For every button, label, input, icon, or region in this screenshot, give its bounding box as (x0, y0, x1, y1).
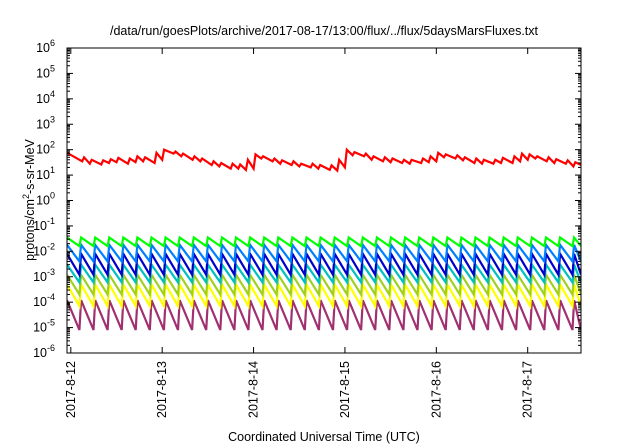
y-tick-exponent: 1 (50, 165, 55, 175)
y-axis: 10-610-510-410-310-210-11001011021031041… (33, 38, 581, 360)
y-tick-label: 100 (36, 191, 55, 208)
y-tick-base: 10 (33, 346, 47, 360)
y-tick-label: 10-2 (33, 241, 55, 258)
x-tick-label: 2017-8-17 (521, 361, 535, 418)
y-tick-base: 10 (33, 321, 47, 335)
y-tick-label: 104 (36, 89, 55, 106)
series-line-5 (67, 261, 581, 286)
series-line-1 (67, 147, 581, 173)
y-tick-label: 101 (36, 165, 55, 182)
y-tick-exponent: -1 (47, 216, 55, 226)
y-tick-exponent: 5 (50, 63, 55, 73)
y-tick-label: 102 (36, 140, 55, 157)
y-tick-base: 10 (36, 168, 50, 182)
y-axis-label-post: -s-sr-MeV (23, 138, 37, 194)
y-tick-label: 10-4 (33, 292, 55, 309)
x-tick-label: 2017-8-12 (64, 361, 78, 418)
y-tick-exponent: 2 (50, 140, 55, 150)
y-tick-label: 106 (36, 38, 55, 55)
series-line-3 (67, 241, 581, 265)
y-tick-base: 10 (36, 92, 50, 106)
y-tick-label: 10-3 (33, 267, 55, 284)
chart-title: /data/run/goesPlots/archive/2017-08-17/1… (110, 24, 539, 38)
x-tick-label: 2017-8-14 (247, 361, 261, 418)
x-tick-label: 2017-8-16 (429, 361, 443, 418)
y-tick-base: 10 (33, 219, 47, 233)
y-tick-label: 105 (36, 63, 55, 80)
x-tick-label: 2017-8-13 (155, 361, 169, 418)
series-line-7 (67, 280, 581, 310)
y-tick-exponent: -4 (47, 292, 55, 302)
y-axis-label-sup: 2 (21, 194, 31, 199)
y-tick-base: 10 (33, 244, 47, 258)
series-line-8 (67, 299, 581, 331)
y-tick-base: 10 (36, 117, 50, 131)
y-tick-base: 10 (33, 295, 47, 309)
y-tick-exponent: 0 (50, 191, 55, 201)
y-tick-label: 10-1 (33, 216, 55, 233)
y-tick-exponent: -6 (47, 343, 55, 353)
y-tick-base: 10 (36, 66, 50, 80)
y-tick-exponent: 3 (50, 114, 55, 124)
y-tick-base: 10 (36, 143, 50, 157)
y-tick-base: 10 (36, 194, 50, 208)
series-line-2 (67, 234, 581, 248)
y-tick-exponent: -3 (47, 267, 55, 277)
x-axis: 2017-8-12 2017-8-13 2017-8-14 2017-8-15 2017… (64, 48, 535, 418)
y-tick-exponent: -5 (47, 318, 55, 328)
y-tick-label: 10-6 (33, 343, 55, 360)
series-layer (67, 147, 581, 331)
y-axis-label-pre: protons/cm (23, 199, 37, 261)
y-tick-exponent: -2 (47, 241, 55, 251)
x-tick-label: 2017-8-15 (338, 361, 352, 418)
y-tick-label: 103 (36, 114, 55, 131)
y-tick-base: 10 (36, 41, 50, 55)
y-tick-exponent: 4 (50, 89, 55, 99)
y-tick-label: 10-5 (33, 318, 55, 335)
y-tick-base: 10 (33, 270, 47, 284)
series-line-4 (67, 250, 581, 279)
y-axis-label: protons/cm2-s-sr-MeV (21, 138, 37, 260)
y-tick-exponent: 6 (50, 38, 55, 48)
x-axis-label: Coordinated Universal Time (UTC) (228, 430, 420, 444)
series-line-6 (67, 271, 581, 298)
